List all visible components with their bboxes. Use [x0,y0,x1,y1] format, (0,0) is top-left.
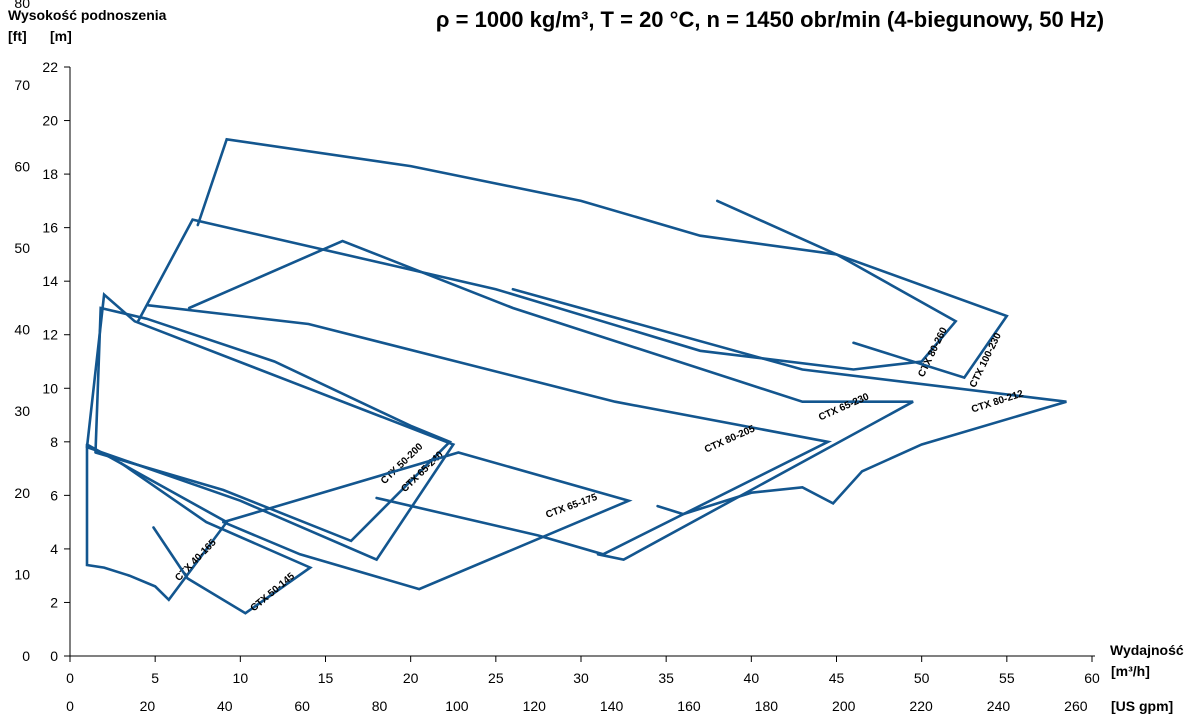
zone-label: CTX 65-230 [817,391,871,423]
y-tick-label-ft: 70 [14,77,30,93]
x-tick-label-usgpm: 140 [600,698,624,714]
x-tick-label: 0 [66,670,74,686]
x-tick-label-usgpm: 60 [294,698,310,714]
x-tick-label: 45 [829,670,845,686]
x-tick-label: 15 [318,670,334,686]
zone-label: CTX 40-165 [173,537,219,584]
x-tick-label: 5 [151,670,159,686]
x-tick-label: 10 [233,670,249,686]
x-tick-label: 25 [488,670,504,686]
y-tick-label: 12 [42,327,58,343]
y-tick-label: 8 [50,434,58,450]
zone-label: CTX 50-145 [249,571,298,614]
y-tick-label: 18 [42,166,58,182]
zone-outline-ctx-65-175 [222,451,633,591]
y-tick-label: 20 [42,113,58,129]
zone-outline-ctx-50-200 [94,306,453,543]
y-tick-label-ft: 10 [14,566,30,582]
x-tick-label-usgpm: 200 [832,698,856,714]
y-tick-label: 22 [42,59,58,75]
x-tick-label-usgpm: 120 [523,698,547,714]
x-tick-label: 60 [1084,670,1100,686]
x-tick-label: 30 [573,670,589,686]
x-tick-label-usgpm: 40 [217,698,233,714]
x-tick-label-usgpm: 240 [987,698,1011,714]
axis-ticks: 0 5 10 15 20 25 30 35 40 45 50 55 600 20 40 60 80 100 120 1… [14,0,1100,714]
zone-outline-ctx-100-230 [196,137,1009,380]
x-tick-label-usgpm: 0 [66,698,74,714]
y-tick-label-ft: 40 [14,322,30,338]
zone-outline-ctx-80-205 [147,304,833,556]
x-tick-label-usgpm: 100 [445,698,469,714]
y-tick-label: 2 [50,594,58,610]
y-tick-label-ft: 60 [14,158,30,174]
y-axis-unit-ft: [ft] [8,28,27,44]
zone-outline-ctx-80-260 [136,199,958,371]
zone-label: CTX 80-205 [703,423,757,455]
y-tick-label: 14 [42,273,58,289]
y-tick-label: 6 [50,487,58,503]
zone-outline-ctx-65-230 [187,239,914,561]
x-axis-unit-m3h: [m³/h] [1111,663,1150,679]
x-tick-label-usgpm: 220 [909,698,933,714]
y-axis-label: Wysokość podnoszenia [8,7,167,23]
y-tick-label-ft: 50 [14,240,30,256]
y-tick-label: 10 [42,380,58,396]
y-tick-label: 16 [42,220,58,236]
y-axis-unit-m: [m] [50,28,72,44]
zone-outline-ctx-40-165 [85,443,229,602]
zone-outline-ctx-65-240 [85,291,456,562]
x-tick-label-usgpm: 80 [372,698,388,714]
y-tick-label-ft: 20 [14,485,30,501]
y-tick-label-ft: 30 [14,403,30,419]
x-tick-label: 55 [999,670,1015,686]
x-tick-label-usgpm: 20 [140,698,156,714]
x-axis-unit-usgpm: [US gpm] [1111,698,1173,714]
zone-label: CTX 100-230 [968,331,1004,390]
x-tick-label: 35 [658,670,674,686]
x-tick-label-usgpm: 160 [677,698,701,714]
x-tick-label: 50 [914,670,930,686]
y-tick-label-ft: 0 [22,648,30,664]
x-axis-label: Wydajność [1110,642,1184,658]
x-tick-label-usgpm: 180 [755,698,779,714]
zone-outline-ctx-50-145 [119,461,313,615]
x-tick-label-usgpm: 260 [1064,698,1088,714]
y-tick-label: 4 [50,541,58,557]
zone-outline-ctx-80-212 [511,287,1067,516]
y-tick-label-ft: 80 [14,0,30,11]
x-tick-label: 40 [744,670,760,686]
y-tick-label: 0 [50,648,58,664]
chart-title: ρ = 1000 kg/m³, T = 20 °C, n = 1450 obr/… [436,7,1104,32]
x-tick-label: 20 [403,670,419,686]
